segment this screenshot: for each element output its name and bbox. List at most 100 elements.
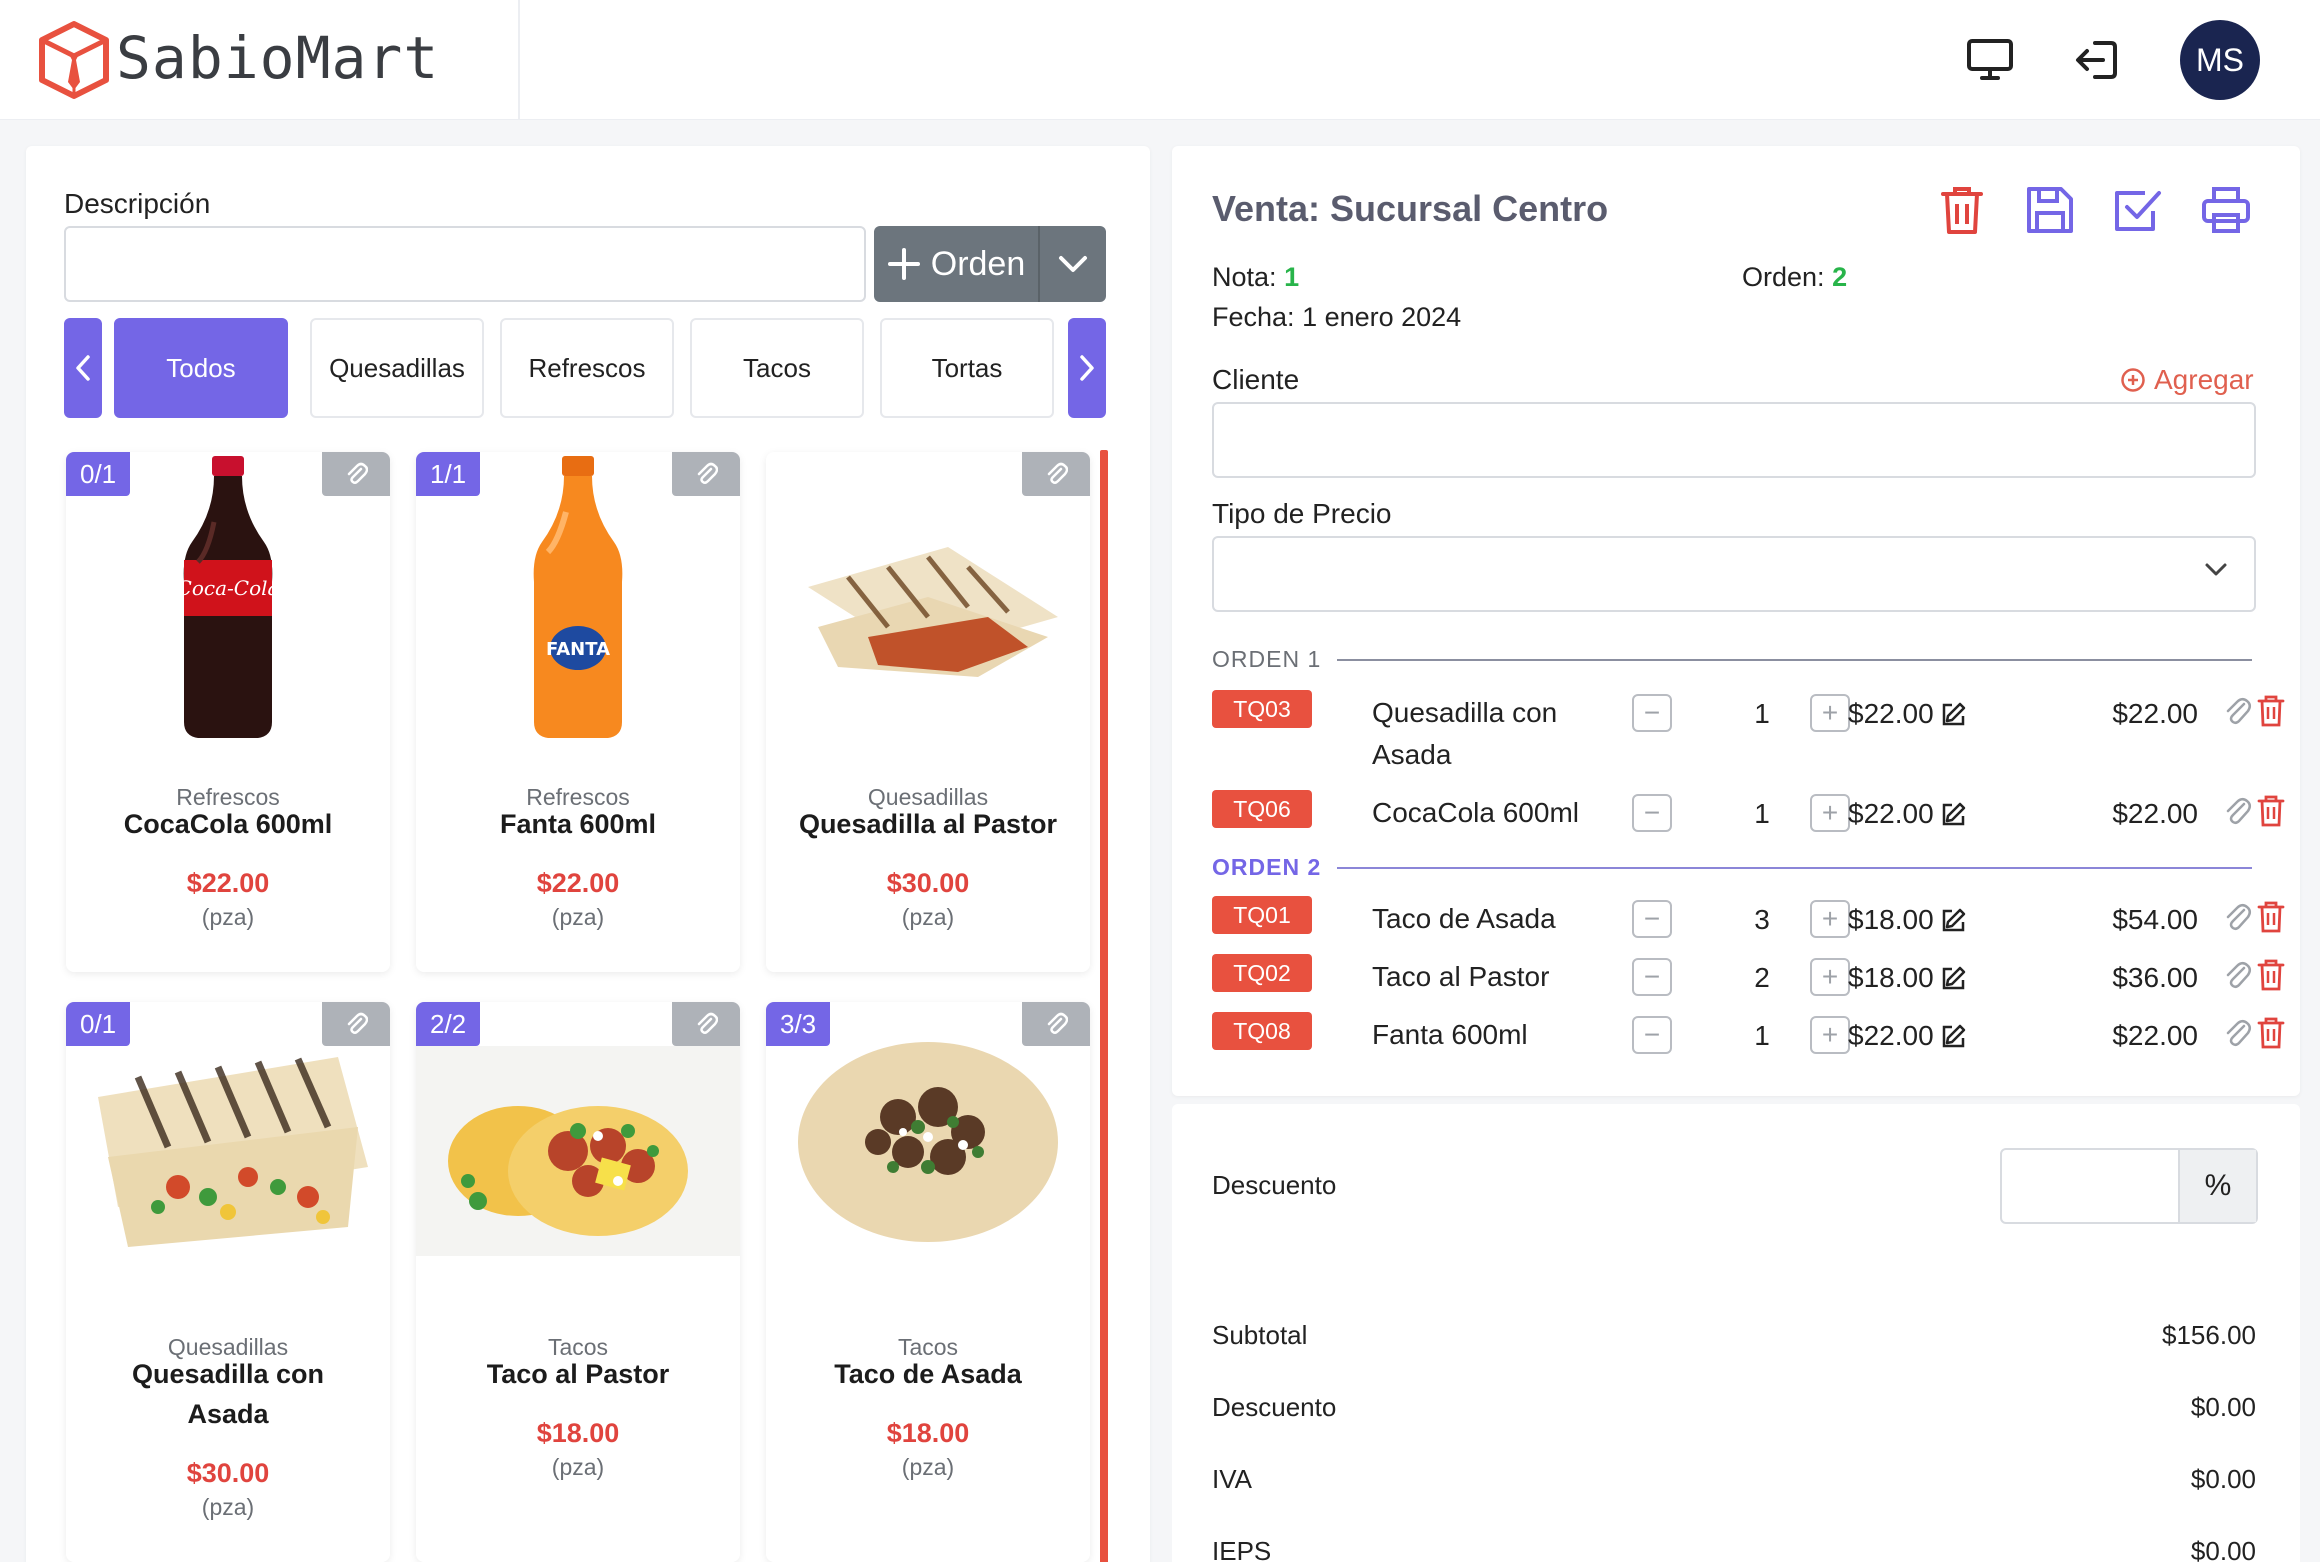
line-unit-price[interactable]: $22.00 — [1848, 1020, 1968, 1052]
add-orden-label: Orden — [930, 244, 1026, 283]
category-prev-button[interactable] — [64, 318, 102, 418]
chevron-left-icon — [76, 355, 90, 381]
category-refrescos[interactable]: Refrescos — [500, 318, 674, 418]
add-client-label: Agregar — [2154, 364, 2254, 395]
trash-icon[interactable] — [2256, 958, 2286, 992]
discount-input[interactable] — [2002, 1150, 2178, 1222]
product-card-fanta[interactable]: 1/1 FANTA Refrescos Fanta 600ml $22.00 (… — [416, 452, 740, 972]
paperclip-icon[interactable] — [672, 452, 740, 496]
line-unit-price[interactable]: $18.00 — [1848, 904, 1968, 936]
logout-icon[interactable] — [2066, 30, 2126, 90]
nota-value: 1 — [1284, 262, 1300, 292]
brand[interactable]: SabioMart — [0, 0, 520, 120]
avatar[interactable]: MS — [2180, 20, 2260, 100]
description-input[interactable] — [64, 226, 866, 302]
trash-icon[interactable] — [2256, 794, 2286, 828]
discount-unit: % — [2178, 1150, 2256, 1222]
summary-panel: Subtotal $156.00 Descuento $0.00 IVA $0.00 … — [1172, 1284, 2300, 1562]
paperclip-icon[interactable] — [1022, 452, 1090, 496]
svg-text:Coca-Cola: Coca-Cola — [177, 576, 280, 600]
orden-info: Orden: 2 — [1742, 262, 1848, 292]
paperclip-icon[interactable] — [322, 452, 390, 496]
increase-qty-button[interactable]: + — [1810, 900, 1850, 938]
trash-icon[interactable] — [2256, 900, 2286, 934]
line-total: $22.00 — [2112, 798, 2198, 829]
price-type-select[interactable] — [1212, 536, 2256, 612]
product-code-badge: TQ01 — [1212, 896, 1312, 934]
client-input[interactable] — [1212, 402, 2256, 478]
paperclip-icon[interactable] — [2222, 958, 2252, 992]
edit-icon[interactable] — [1940, 800, 1968, 828]
paperclip-icon[interactable] — [2222, 900, 2252, 934]
product-card-taco-pastor[interactable]: 2/2 Tacos Taco al Pastor $18.00 (pza) — [416, 1002, 740, 1562]
line-unit-price[interactable]: $22.00 — [1848, 798, 1968, 830]
product-category: Refrescos — [176, 784, 280, 810]
add-orden-button[interactable]: Orden — [874, 226, 1106, 302]
paperclip-icon[interactable] — [672, 1002, 740, 1046]
decrease-qty-button[interactable]: − — [1632, 694, 1672, 732]
orden-dropdown-toggle[interactable] — [1040, 226, 1106, 302]
summary-iva: IVA $0.00 — [1212, 1464, 2256, 1494]
line-unit-price[interactable]: $22.00 — [1848, 698, 1968, 730]
paperclip-icon[interactable] — [322, 1002, 390, 1046]
svg-text:FANTA: FANTA — [546, 639, 610, 660]
product-category: Tacos — [547, 1334, 609, 1360]
add-orden-main[interactable]: Orden — [874, 226, 1040, 302]
category-quesadillas[interactable]: Quesadillas — [310, 318, 484, 418]
decrease-qty-button[interactable]: − — [1632, 794, 1672, 832]
category-tortas[interactable]: Tortas — [880, 318, 1054, 418]
product-code-badge: TQ02 — [1212, 954, 1312, 992]
product-price: $18.00 — [886, 1418, 970, 1448]
product-unit: (pza) — [201, 1494, 255, 1520]
edit-icon[interactable] — [1940, 1022, 1968, 1050]
increase-qty-button[interactable]: + — [1810, 1016, 1850, 1054]
line-unit-price[interactable]: $18.00 — [1848, 962, 1968, 994]
paperclip-icon[interactable] — [1022, 1002, 1090, 1046]
decrease-qty-button[interactable]: − — [1632, 900, 1672, 938]
paperclip-icon[interactable] — [2222, 694, 2252, 728]
brand-name: SabioMart — [116, 24, 440, 92]
order-line: TQ08 Fanta 600ml − 1 + $22.00 $22.00 — [1212, 1004, 2285, 1054]
product-card-quesadilla-asada[interactable]: 0/1 Quesadillas Quesadilla con Asada $30… — [66, 1002, 390, 1562]
line-total: $36.00 — [2112, 962, 2198, 993]
category-next-button[interactable] — [1068, 318, 1106, 418]
edit-icon[interactable] — [1940, 906, 1968, 934]
product-price: $30.00 — [186, 1458, 270, 1488]
product-category: Refrescos — [526, 784, 630, 810]
tipo-precio-label: Tipo de Precio — [1212, 498, 1392, 529]
category-tacos[interactable]: Tacos — [690, 318, 864, 418]
line-total: $22.00 — [2112, 1020, 2198, 1051]
increase-qty-button[interactable]: + — [1810, 694, 1850, 732]
trash-icon[interactable] — [2256, 1016, 2286, 1050]
product-card-taco-asada[interactable]: 3/3 Tacos Taco de Asada $18.00 (pza) — [766, 1002, 1090, 1562]
stock-badge: 0/1 — [66, 1002, 131, 1046]
paperclip-icon[interactable] — [2222, 794, 2252, 828]
trash-icon[interactable] — [2256, 694, 2286, 728]
add-client-button[interactable]: Agregar — [2120, 364, 2254, 396]
confirm-sale-button[interactable] — [2108, 180, 2168, 240]
product-grid-scrollbar[interactable] — [1100, 450, 1108, 1562]
increase-qty-button[interactable]: + — [1810, 794, 1850, 832]
delete-sale-button[interactable] — [1932, 180, 1992, 240]
product-name: Taco de Asada — [834, 1359, 1022, 1389]
save-icon — [2027, 187, 2073, 233]
print-sale-button[interactable] — [2196, 180, 2256, 240]
line-qty: 1 — [1754, 1020, 1770, 1051]
save-sale-button[interactable] — [2020, 180, 2080, 240]
monitor-icon[interactable] — [1960, 30, 2020, 90]
product-card-quesadilla-pastor[interactable]: Quesadillas Quesadilla al Pastor $30.00 … — [766, 452, 1090, 972]
decrease-qty-button[interactable]: − — [1632, 958, 1672, 996]
product-card-cocacola[interactable]: 0/1 Coca-Cola Refrescos CocaCola 600ml $… — [66, 452, 390, 972]
product-image-fanta: FANTA — [416, 452, 740, 738]
line-total: $54.00 — [2112, 904, 2198, 935]
increase-qty-button[interactable]: + — [1810, 958, 1850, 996]
paperclip-icon[interactable] — [2222, 1016, 2252, 1050]
product-image-quesadilla-pastor — [766, 452, 1090, 702]
edit-icon[interactable] — [1940, 700, 1968, 728]
product-unit: (pza) — [901, 1454, 955, 1480]
category-todos[interactable]: Todos — [114, 318, 288, 418]
decrease-qty-button[interactable]: − — [1632, 1016, 1672, 1054]
edit-icon[interactable] — [1940, 964, 1968, 992]
line-product-name: Taco de Asada — [1372, 903, 1556, 934]
product-image-quesadilla-asada — [66, 1002, 390, 1252]
